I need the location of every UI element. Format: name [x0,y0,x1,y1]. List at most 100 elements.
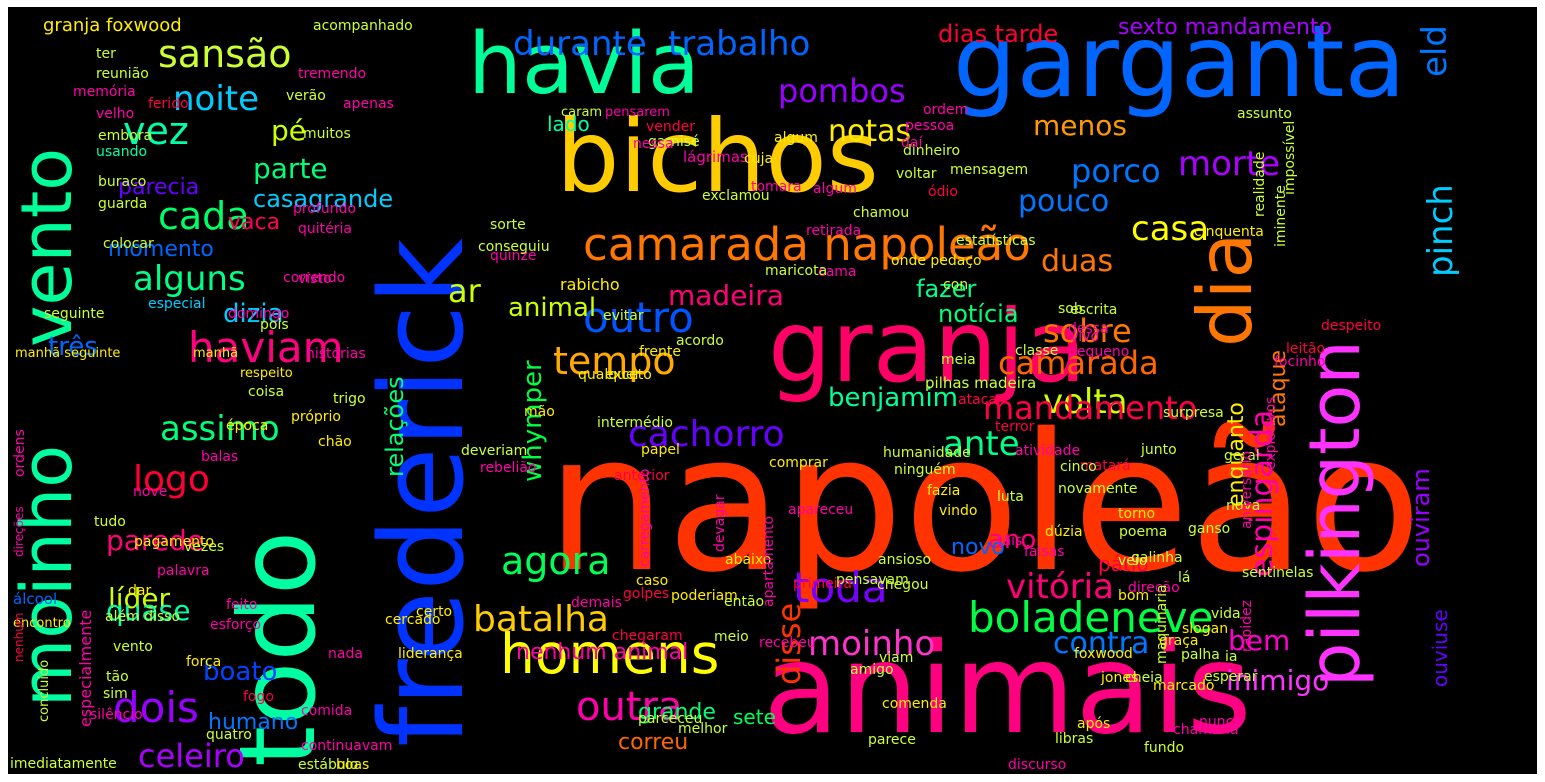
cloud-word: vezes [184,539,225,555]
cloud-word: três [48,332,98,362]
cloud-word: cinquenta [1194,224,1264,240]
cloud-word: domingo [228,306,290,322]
cloud-word: sansão [158,32,292,76]
cloud-word: pagamento [134,534,215,550]
cloud-word: comprar [769,455,828,471]
cloud-word: pinch [1421,184,1461,277]
cloud-word: coisa [248,384,285,400]
cloud-word: tão [106,669,129,685]
cloud-word: pátio [1098,552,1149,576]
cloud-word: dizia [223,299,284,329]
cloud-word: comida [301,703,353,719]
cloud-word: nove [133,484,168,500]
cloud-word: assimo [160,409,280,449]
cloud-word: tudo [94,514,126,530]
cloud-word: volta [1043,382,1128,422]
cloud-word: respeito [240,366,293,381]
cloud-word: foxwood [1074,646,1133,662]
cloud-word: nova [1226,498,1261,514]
cloud-word: sorte [490,217,526,233]
cloud-word: bom [1118,588,1150,604]
cloud-word: vida [1211,606,1241,622]
cloud-word: poderiam [671,588,738,604]
cloud-word: chamaria [1173,722,1239,738]
cloud-word: explosivos [1263,396,1279,470]
cloud-word: recebeu [759,635,816,651]
cloud-word: então [724,594,765,610]
cloud-word: caram [561,105,603,120]
cloud-word: velho [96,106,135,122]
cloud-word: nenhum [12,612,26,663]
cloud-word: geral [1224,448,1260,464]
cloud-word: luta [997,489,1024,505]
cloud-word: ano [988,525,1037,555]
cloud-word: novamente [1058,481,1138,497]
cloud-word: ordens [12,429,28,477]
cloud-word: cheia [1125,670,1163,686]
cloud-word: retirada [806,223,862,239]
cloud-word: morte [1178,144,1281,184]
cloud-word: apareceu [788,502,854,518]
cloud-word: assunto [1237,106,1292,122]
cloud-word: menos [1033,109,1127,142]
cloud-word: memória [73,84,136,100]
cloud-word: humanidade [883,445,971,461]
cloud-word: mensagem [950,162,1029,178]
cloud-word: golpes [623,586,670,602]
cloud-word: vitória [1006,567,1114,607]
cloud-word: granja foxwood [43,15,182,36]
cloud-word: evitar [603,308,644,324]
cloud-word: exceto [605,367,652,383]
cloud-word: próprio [291,409,341,425]
cloud-word: profundo [293,201,357,217]
cloud-word: parecia [118,175,200,200]
cloud-word: comenda [882,696,947,712]
cloud-word: estatísticas [956,233,1036,249]
cloud-word: tempo [553,339,676,383]
cloud-word: tais [997,533,1023,549]
cloud-word: graça [1159,633,1199,649]
cloud-word: ouviuse [1428,609,1452,687]
cloud-word: parte [253,152,328,185]
cloud-word: camarada napoleão [583,218,1031,271]
cloud-word: primeira [793,576,853,592]
cloud-word: dias tarde [938,20,1059,48]
cloud-word: boas [336,757,370,773]
cloud-word: agora [501,539,611,583]
cloud-word: sim [103,686,128,702]
cloud-word: histórias [306,346,366,362]
cloud-word: após [1077,716,1111,732]
cloud-word: rabicho [560,275,620,294]
cloud-word: caso [636,573,669,589]
cloud-word: dia [1181,232,1269,347]
cloud-word: outro [583,293,694,342]
cloud-word: notas [828,114,912,149]
cloud-word: ansioso [878,552,932,568]
cloud-word: terror [995,419,1035,435]
cloud-word: além disso [105,609,181,625]
cloud-word: esforço [210,617,262,633]
cloud-word: buraco [98,174,147,190]
cloud-word: nada [328,646,363,662]
cloud-word: demais [571,595,622,611]
cloud-word: relações [381,376,409,477]
cloud-word: lá [1178,570,1191,586]
cloud-word: dinheiro [903,143,961,159]
cloud-word: usando [96,144,148,160]
cloud-word: pombos [778,72,906,110]
cloud-word: camarada [998,344,1159,382]
cloud-word: ferido [148,96,189,112]
cloud-word: intermédio [597,415,673,431]
cloud-word: discurso [1008,757,1067,773]
cloud-word: tomara [751,179,802,195]
cloud-word: chamou [853,205,910,221]
cloud-word: pessoa [905,118,955,134]
cloud-word: ódio [928,184,958,200]
cloud-word: quinze [490,248,537,264]
cloud-word: acompanhado [313,18,413,34]
cloud-word: direção [1128,580,1180,596]
cloud-word: dessa [1068,321,1109,337]
cloud-word: chegou [877,577,929,593]
cloud-word: reunião [96,66,149,82]
cloud-word: mandamento [983,389,1198,427]
